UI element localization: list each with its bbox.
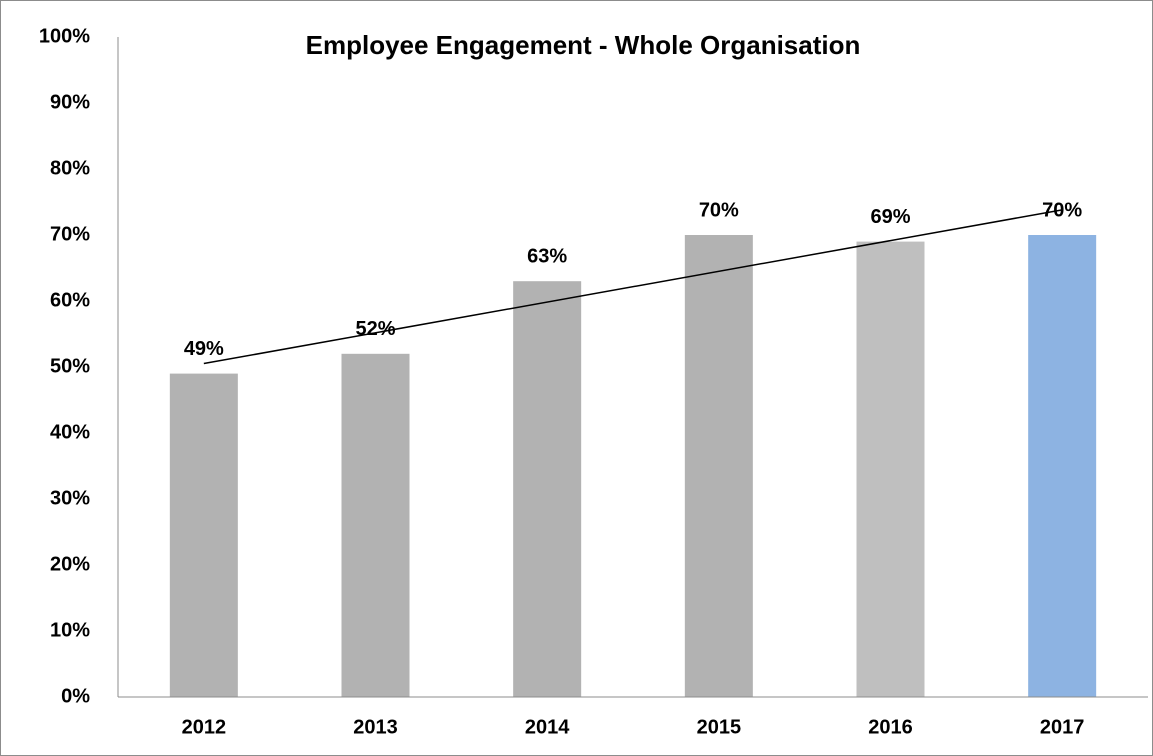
x-tick-label: 2015 — [697, 716, 742, 738]
bar — [513, 281, 582, 697]
bar — [1028, 235, 1097, 697]
y-tick-label: 40% — [50, 421, 90, 443]
bar — [341, 353, 410, 697]
data-label: 49% — [184, 338, 224, 360]
data-label: 69% — [870, 206, 910, 228]
bar — [684, 235, 753, 697]
data-label: 63% — [527, 245, 567, 267]
y-tick-label: 0% — [61, 685, 90, 707]
y-tick-label: 80% — [50, 157, 90, 179]
x-tick-label: 2016 — [868, 716, 913, 738]
y-tick-label: 100% — [39, 25, 90, 47]
y-tick-label: 60% — [50, 289, 90, 311]
data-label: 70% — [1042, 199, 1082, 221]
x-tick-label: 2013 — [353, 716, 398, 738]
y-tick-label: 30% — [50, 487, 90, 509]
y-tick-label: 70% — [50, 223, 90, 245]
chart-title: Employee Engagement - Whole Organisation — [306, 30, 861, 60]
bar — [169, 373, 238, 697]
trendline — [203, 209, 1063, 365]
data-label: 70% — [699, 199, 739, 221]
data-label: 52% — [355, 318, 395, 340]
x-tick-label: 2012 — [182, 716, 227, 738]
x-tick-label: 2014 — [525, 716, 570, 738]
y-tick-label: 20% — [50, 553, 90, 575]
bar — [856, 241, 925, 697]
x-tick-label: 2017 — [1040, 716, 1085, 738]
y-tick-label: 50% — [50, 355, 90, 377]
y-tick-label: 90% — [50, 91, 90, 113]
y-tick-label: 10% — [50, 619, 90, 641]
